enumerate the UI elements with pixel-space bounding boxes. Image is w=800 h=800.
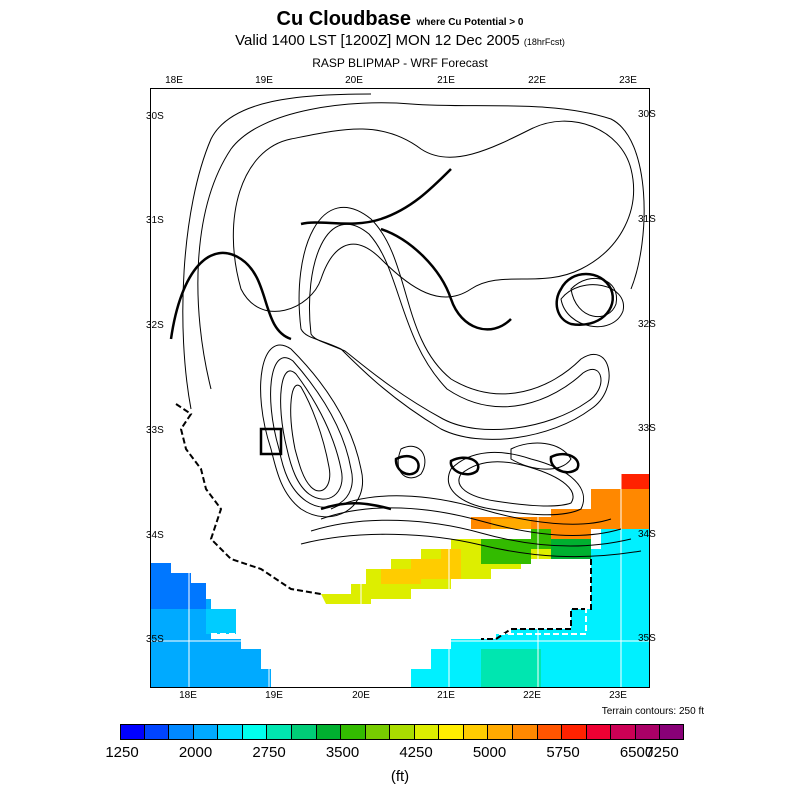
lat-label-right: 33S [638,423,656,434]
lat-label-right: 34S [638,529,656,540]
lon-label-bottom: 18E [179,690,197,701]
color-scale-cell [120,724,145,740]
color-scale-cell [390,724,415,740]
color-scale-cell [291,724,317,740]
valid-time: Valid 1400 LST [1200Z] MON 12 Dec 2005 (… [0,32,800,49]
terrain-contour-note: Terrain contours: 250 ft [601,706,704,717]
coastline-ocean [211,589,587,635]
lat-label-left: 35S [146,634,164,645]
cloudbase-field-low [151,474,649,687]
scale-label: 7250 [645,744,679,761]
color-scale-cell [169,724,194,740]
color-scale-cell [242,724,268,740]
valid-text: Valid 1400 LST [1200Z] MON 12 Dec 2005 [235,32,520,49]
color-scale-cell [439,724,464,740]
color-scale-cell [365,724,391,740]
lat-label-left: 32S [146,320,164,331]
color-scale-cell [586,724,612,740]
color-scale-cell [267,724,292,740]
color-scale-cell [562,724,587,740]
scale-label: 5750 [546,744,580,761]
color-scale-cell [218,724,243,740]
lat-label-left: 30S [146,111,164,122]
lon-label-top: 22E [528,75,546,86]
coastline [175,403,592,640]
lon-label-top: 21E [437,75,455,86]
title-main: Cu Cloudbase [276,8,411,30]
color-scale-cell [635,724,661,740]
lon-label-bottom: 20E [352,690,370,701]
scale-label: 5000 [472,744,507,761]
major-contours [169,168,614,511]
lon-label-bottom: 22E [523,690,541,701]
color-scale-bar [120,724,684,740]
map-panel [150,88,650,688]
map-title: Cu Cloudbase where Cu Potential > 0 [0,8,800,31]
lon-label-top: 18E [165,75,183,86]
lon-label-bottom: 23E [609,690,627,701]
scale-label: 6500 [619,744,654,761]
lon-label-top: 23E [619,75,637,86]
color-scale-cell [463,724,489,740]
lat-label-left: 31S [146,215,164,226]
lat-label-left: 33S [146,425,164,436]
lat-label-right: 32S [638,319,656,330]
color-scale-cell [341,724,366,740]
scale-label: 1250 [105,744,139,761]
map-field [151,89,649,687]
lon-label-top: 19E [255,75,273,86]
scale-label: 2000 [178,744,213,761]
scale-label: 4250 [399,744,433,761]
color-scale-cell [537,724,563,740]
color-scale-cell [316,724,342,740]
color-scale-cell [414,724,440,740]
lon-label-bottom: 19E [265,690,283,701]
color-scale-cell [144,724,170,740]
color-scale-cell [660,724,684,740]
lat-label-right: 35S [638,633,656,644]
color-scale-cell [488,724,513,740]
color-scale-cell [193,724,219,740]
color-scale-cell [611,724,636,740]
lat-label-right: 31S [638,214,656,225]
color-scale-cell [513,724,538,740]
model-name: RASP BLIPMAP - WRF Forecast [312,56,488,70]
scale-label: 3500 [325,744,360,761]
lat-label-right: 30S [638,109,656,120]
forecast-hour: (18hrFcst) [523,37,565,47]
lon-label-bottom: 21E [437,690,455,701]
title-note: where Cu Potential > 0 [416,17,524,28]
terrain-contours [182,93,645,558]
scale-label: 2750 [252,744,286,761]
lon-label-top: 20E [345,75,363,86]
scale-units: (ft) [390,768,410,785]
lat-label-left: 34S [146,530,164,541]
lat-lon-grid [151,89,649,687]
